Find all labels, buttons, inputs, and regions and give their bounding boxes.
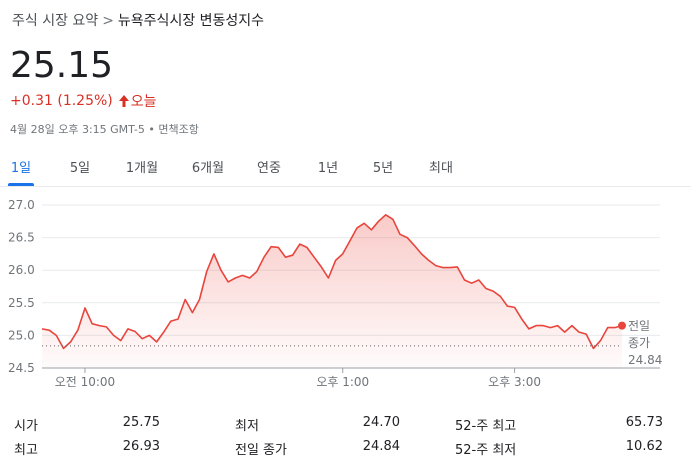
price-change-row: +0.31 (1.25%) 오늘 (10, 91, 157, 111)
stat-value: 10.62 (625, 439, 663, 454)
tab-4[interactable]: 연중 (257, 161, 281, 176)
stat-label: 52-주 최저 (455, 443, 517, 458)
y-tick-label: 24.5 (8, 361, 35, 375)
tabs-divider (0, 186, 691, 187)
last-price-dot (618, 321, 626, 330)
change-period: 오늘 (130, 94, 157, 110)
tab-6[interactable]: 5년 (372, 161, 394, 176)
y-tick-label: 26.5 (8, 231, 35, 245)
tab-5[interactable]: 1년 (317, 161, 339, 176)
breadcrumb: 주식 시장 요약 > 뉴욕주식시장 변동성지수 (12, 10, 264, 30)
stat-label: 최저 (235, 419, 259, 434)
stat-value: 65.73 (625, 415, 663, 430)
tab-2[interactable]: 1개월 (125, 161, 159, 176)
current-price: 25.15 (10, 45, 114, 86)
price-chart[interactable]: 27.0 26.5 26.0 25.5 25.0 24.5 오전 10:00 오후 1:00 오… (0, 190, 691, 400)
breadcrumb-current: 뉴욕주식시장 변동성지수 (117, 13, 265, 29)
tab-7[interactable]: 최대 (429, 161, 453, 176)
quote-timestamp: 4월 28일 오후 3:15 GMT-5 • 면책조항 (10, 123, 199, 136)
arrow-up-icon (118, 95, 129, 107)
stat-label: 최고 (14, 443, 38, 458)
y-tick-label: 25.0 (8, 328, 35, 342)
price-area (42, 214, 622, 368)
previous-close-value: 24.84 (628, 353, 662, 367)
tab-3[interactable]: 6개월 (191, 161, 225, 176)
price-line (41, 214, 623, 350)
x-tick-label: 오전 10:00 (55, 375, 115, 389)
breadcrumb-separator: > (102, 13, 114, 29)
x-tick-label: 오후 1:00 (316, 375, 369, 389)
tab-1[interactable]: 5일 (69, 161, 91, 176)
stat-value: 24.84 (362, 439, 400, 454)
stat-label: 시가 (14, 419, 38, 434)
y-tick-label: 26.0 (8, 263, 35, 277)
stat-value: 24.70 (362, 415, 400, 430)
stat-label: 52-주 최고 (455, 419, 517, 434)
previous-close-label: 종가 (628, 336, 650, 350)
breadcrumb-parent-link[interactable]: 주식 시장 요약 (12, 13, 99, 29)
x-tick-label: 오후 3:00 (488, 375, 541, 389)
stat-value: 25.75 (122, 415, 160, 430)
y-tick-label: 27.0 (8, 198, 35, 212)
y-tick-label: 25.5 (8, 296, 35, 310)
stat-label: 전일 종가 (235, 443, 287, 458)
price-change: +0.31 (1.25%) (10, 93, 113, 109)
tab-0[interactable]: 1일 (8, 152, 34, 186)
stat-value: 26.93 (122, 439, 160, 454)
previous-close-label: 전일 (628, 319, 650, 333)
